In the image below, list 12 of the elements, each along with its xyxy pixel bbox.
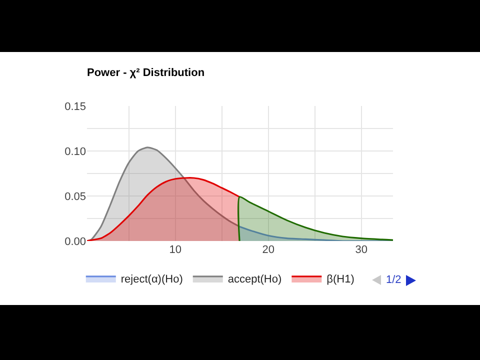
legend-label: β(H1) [326,274,354,286]
y-tick-label: 0.00 [64,236,86,248]
y-tick-label: 0.05 [64,190,86,203]
x-tick-label: 10 [169,244,182,256]
legend-label: accept(Ho) [228,274,282,286]
y-tick-label: 0.15 [64,100,86,113]
x-tick-label: 20 [262,244,274,256]
legend-label: reject(α)(Ho) [120,274,183,286]
chart-title: Power - χ² Distribution [87,67,205,80]
y-tick-label: 0.10 [64,146,86,158]
x-tick-label: 30 [355,244,368,256]
text: 1/2 [386,274,402,286]
